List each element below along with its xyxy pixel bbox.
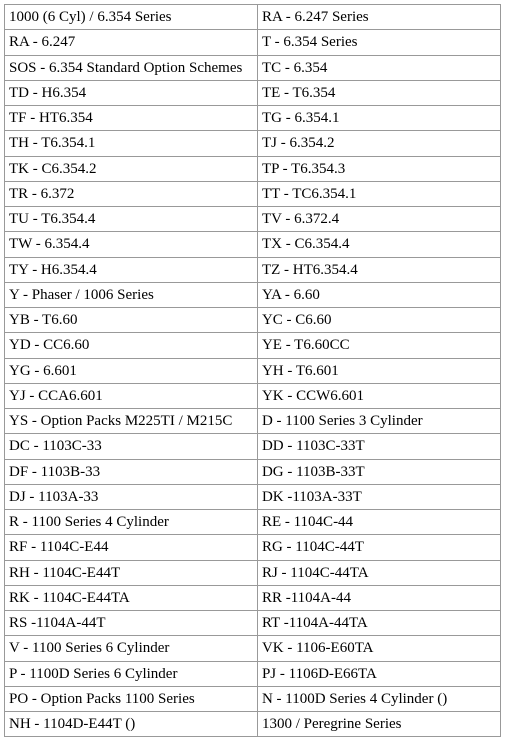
table-row: V - 1100 Series 6 CylinderVK - 1106-E60T… bbox=[5, 636, 501, 661]
table-row: SOS - 6.354 Standard Option SchemesTC - … bbox=[5, 55, 501, 80]
table-row: TW - 6.354.4TX - C6.354.4 bbox=[5, 232, 501, 257]
table-cell: DK -1103A-33T bbox=[257, 484, 500, 509]
table-row: YG - 6.601YH - T6.601 bbox=[5, 358, 501, 383]
table-cell: RA - 6.247 Series bbox=[257, 5, 500, 30]
table-row: RH - 1104C-E44TRJ - 1104C-44TA bbox=[5, 560, 501, 585]
table-cell: P - 1100D Series 6 Cylinder bbox=[5, 661, 258, 686]
table-cell: 1000 (6 Cyl) / 6.354 Series bbox=[5, 5, 258, 30]
table-cell: TD - H6.354 bbox=[5, 80, 258, 105]
table-row: 1000 (6 Cyl) / 6.354 SeriesRA - 6.247 Se… bbox=[5, 5, 501, 30]
table-cell: RR -1104A-44 bbox=[257, 585, 500, 610]
table-cell: TH - T6.354.1 bbox=[5, 131, 258, 156]
table-row: DC - 1103C-33DD - 1103C-33T bbox=[5, 434, 501, 459]
table-cell: TX - C6.354.4 bbox=[257, 232, 500, 257]
table-cell: D - 1100 Series 3 Cylinder bbox=[257, 409, 500, 434]
table-cell: PJ - 1106D-E66TA bbox=[257, 661, 500, 686]
table-cell: YC - C6.60 bbox=[257, 308, 500, 333]
page-wrap: 1000 (6 Cyl) / 6.354 SeriesRA - 6.247 Se… bbox=[0, 0, 509, 741]
table-cell: YD - CC6.60 bbox=[5, 333, 258, 358]
table-cell: RA - 6.247 bbox=[5, 30, 258, 55]
table-row: TY - H6.354.4TZ - HT6.354.4 bbox=[5, 257, 501, 282]
table-cell: YG - 6.601 bbox=[5, 358, 258, 383]
table-cell: R - 1100 Series 4 Cylinder bbox=[5, 510, 258, 535]
table-row: TD - H6.354TE - T6.354 bbox=[5, 80, 501, 105]
table-row: TR - 6.372TT - TC6.354.1 bbox=[5, 181, 501, 206]
table-cell: DJ - 1103A-33 bbox=[5, 484, 258, 509]
table-cell: RH - 1104C-E44T bbox=[5, 560, 258, 585]
table-cell: YS - Option Packs M225TI / M215C bbox=[5, 409, 258, 434]
table-cell: NH - 1104D-E44T () bbox=[5, 712, 258, 737]
table-cell: TF - HT6.354 bbox=[5, 106, 258, 131]
table-cell: YK - CCW6.601 bbox=[257, 383, 500, 408]
table-row: PO - Option Packs 1100 SeriesN - 1100D S… bbox=[5, 686, 501, 711]
table-row: RF - 1104C-E44RG - 1104C-44T bbox=[5, 535, 501, 560]
table-cell: RS -1104A-44T bbox=[5, 611, 258, 636]
table-row: P - 1100D Series 6 CylinderPJ - 1106D-E6… bbox=[5, 661, 501, 686]
table-cell: RJ - 1104C-44TA bbox=[257, 560, 500, 585]
table-cell: TK - C6.354.2 bbox=[5, 156, 258, 181]
table-row: RK - 1104C-E44TARR -1104A-44 bbox=[5, 585, 501, 610]
table-row: YB - T6.60YC - C6.60 bbox=[5, 308, 501, 333]
table-cell: YB - T6.60 bbox=[5, 308, 258, 333]
table-cell: RK - 1104C-E44TA bbox=[5, 585, 258, 610]
table-row: RS -1104A-44TRT -1104A-44TA bbox=[5, 611, 501, 636]
table-row: TU - T6.354.4TV - 6.372.4 bbox=[5, 207, 501, 232]
table-cell: RT -1104A-44TA bbox=[257, 611, 500, 636]
table-row: DF - 1103B-33DG - 1103B-33T bbox=[5, 459, 501, 484]
table-row: YJ - CCA6.601YK - CCW6.601 bbox=[5, 383, 501, 408]
table-row: TF - HT6.354TG - 6.354.1 bbox=[5, 106, 501, 131]
table-cell: SOS - 6.354 Standard Option Schemes bbox=[5, 55, 258, 80]
table-cell: TC - 6.354 bbox=[257, 55, 500, 80]
table-cell: DC - 1103C-33 bbox=[5, 434, 258, 459]
table-cell: PO - Option Packs 1100 Series bbox=[5, 686, 258, 711]
table-cell: VK - 1106-E60TA bbox=[257, 636, 500, 661]
table-row: YD - CC6.60YE - T6.60CC bbox=[5, 333, 501, 358]
table-cell: YE - T6.60CC bbox=[257, 333, 500, 358]
table-cell: RG - 1104C-44T bbox=[257, 535, 500, 560]
table-cell: TG - 6.354.1 bbox=[257, 106, 500, 131]
table-cell: V - 1100 Series 6 Cylinder bbox=[5, 636, 258, 661]
table-body: 1000 (6 Cyl) / 6.354 SeriesRA - 6.247 Se… bbox=[5, 5, 501, 737]
table-cell: TU - T6.354.4 bbox=[5, 207, 258, 232]
table-cell: TJ - 6.354.2 bbox=[257, 131, 500, 156]
table-row: YS - Option Packs M225TI / M215CD - 1100… bbox=[5, 409, 501, 434]
table-row: R - 1100 Series 4 CylinderRE - 1104C-44 bbox=[5, 510, 501, 535]
table-cell: TE - T6.354 bbox=[257, 80, 500, 105]
table-cell: TZ - HT6.354.4 bbox=[257, 257, 500, 282]
table-cell: RF - 1104C-E44 bbox=[5, 535, 258, 560]
table-row: TK - C6.354.2TP - T6.354.3 bbox=[5, 156, 501, 181]
table-row: TH - T6.354.1TJ - 6.354.2 bbox=[5, 131, 501, 156]
table-cell: TV - 6.372.4 bbox=[257, 207, 500, 232]
table-cell: T - 6.354 Series bbox=[257, 30, 500, 55]
engine-series-table: 1000 (6 Cyl) / 6.354 SeriesRA - 6.247 Se… bbox=[4, 4, 501, 737]
table-cell: DF - 1103B-33 bbox=[5, 459, 258, 484]
table-cell: TT - TC6.354.1 bbox=[257, 181, 500, 206]
table-row: RA - 6.247T - 6.354 Series bbox=[5, 30, 501, 55]
table-cell: TY - H6.354.4 bbox=[5, 257, 258, 282]
table-cell: 1300 / Peregrine Series bbox=[257, 712, 500, 737]
table-cell: YA - 6.60 bbox=[257, 282, 500, 307]
table-row: NH - 1104D-E44T ()1300 / Peregrine Serie… bbox=[5, 712, 501, 737]
table-cell: DG - 1103B-33T bbox=[257, 459, 500, 484]
table-row: Y - Phaser / 1006 SeriesYA - 6.60 bbox=[5, 282, 501, 307]
table-row: DJ - 1103A-33DK -1103A-33T bbox=[5, 484, 501, 509]
table-cell: TR - 6.372 bbox=[5, 181, 258, 206]
table-cell: YH - T6.601 bbox=[257, 358, 500, 383]
table-cell: YJ - CCA6.601 bbox=[5, 383, 258, 408]
table-cell: TW - 6.354.4 bbox=[5, 232, 258, 257]
table-cell: N - 1100D Series 4 Cylinder () bbox=[257, 686, 500, 711]
table-cell: RE - 1104C-44 bbox=[257, 510, 500, 535]
table-cell: TP - T6.354.3 bbox=[257, 156, 500, 181]
table-cell: Y - Phaser / 1006 Series bbox=[5, 282, 258, 307]
table-cell: DD - 1103C-33T bbox=[257, 434, 500, 459]
